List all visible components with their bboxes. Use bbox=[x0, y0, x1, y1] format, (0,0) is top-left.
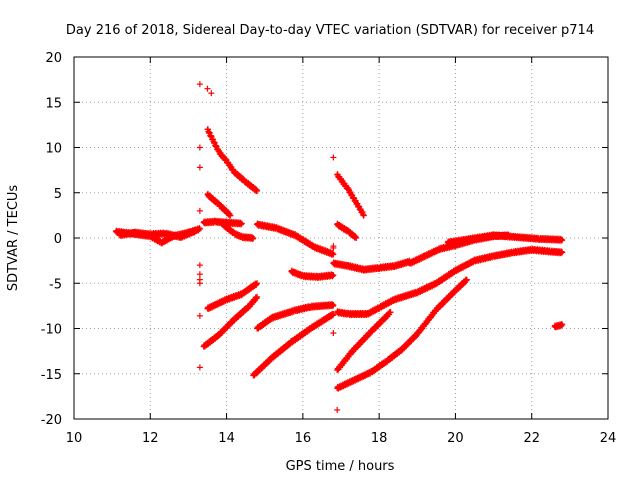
x-tick-label: 24 bbox=[600, 431, 617, 446]
data-point bbox=[196, 164, 203, 171]
x-tick-label: 10 bbox=[66, 431, 83, 446]
y-axis-label: SDTVAR / TECUs bbox=[6, 185, 21, 292]
x-tick-labels: 10 12 14 16 18 20 22 24 bbox=[66, 431, 617, 446]
data-point bbox=[196, 225, 203, 232]
data-point bbox=[238, 220, 245, 227]
data-point bbox=[196, 280, 203, 287]
y-tick-label: -5 bbox=[49, 277, 62, 292]
data-point bbox=[196, 207, 203, 214]
x-tick-label: 20 bbox=[447, 431, 464, 446]
data-point bbox=[196, 312, 203, 319]
y-tick-label: -20 bbox=[41, 413, 62, 428]
x-tick-label: 22 bbox=[523, 431, 540, 446]
data-points bbox=[112, 81, 566, 413]
data-point bbox=[330, 154, 337, 161]
x-tick-label: 12 bbox=[142, 431, 159, 446]
y-tick-label: 15 bbox=[45, 96, 62, 111]
y-tick-label: -15 bbox=[41, 368, 62, 383]
y-tick-label: 0 bbox=[54, 232, 62, 247]
data-point bbox=[227, 212, 234, 219]
data-point bbox=[196, 144, 203, 151]
chart-title: Day 216 of 2018, Sidereal Day-to-day VTE… bbox=[66, 23, 594, 38]
data-point bbox=[334, 406, 341, 413]
data-point bbox=[196, 364, 203, 371]
data-point bbox=[196, 262, 203, 269]
x-axis-label: GPS time / hours bbox=[286, 459, 395, 474]
data-point bbox=[254, 187, 261, 194]
data-point bbox=[208, 90, 215, 97]
data-point bbox=[204, 85, 211, 92]
y-tick-label: -10 bbox=[41, 323, 62, 338]
y-tick-label: 20 bbox=[45, 51, 62, 66]
x-tick-label: 16 bbox=[295, 431, 312, 446]
data-point bbox=[250, 235, 257, 241]
data-point bbox=[196, 81, 203, 88]
data-point bbox=[330, 330, 337, 337]
y-tick-label: 10 bbox=[45, 142, 62, 157]
x-tick-label: 14 bbox=[218, 431, 235, 446]
y-tick-label: 5 bbox=[54, 187, 62, 202]
data-point bbox=[196, 271, 203, 278]
x-tick-label: 18 bbox=[371, 431, 388, 446]
y-tick-labels: -20 -15 -10 -5 0 5 10 15 20 bbox=[41, 51, 62, 428]
data-point bbox=[193, 227, 200, 234]
